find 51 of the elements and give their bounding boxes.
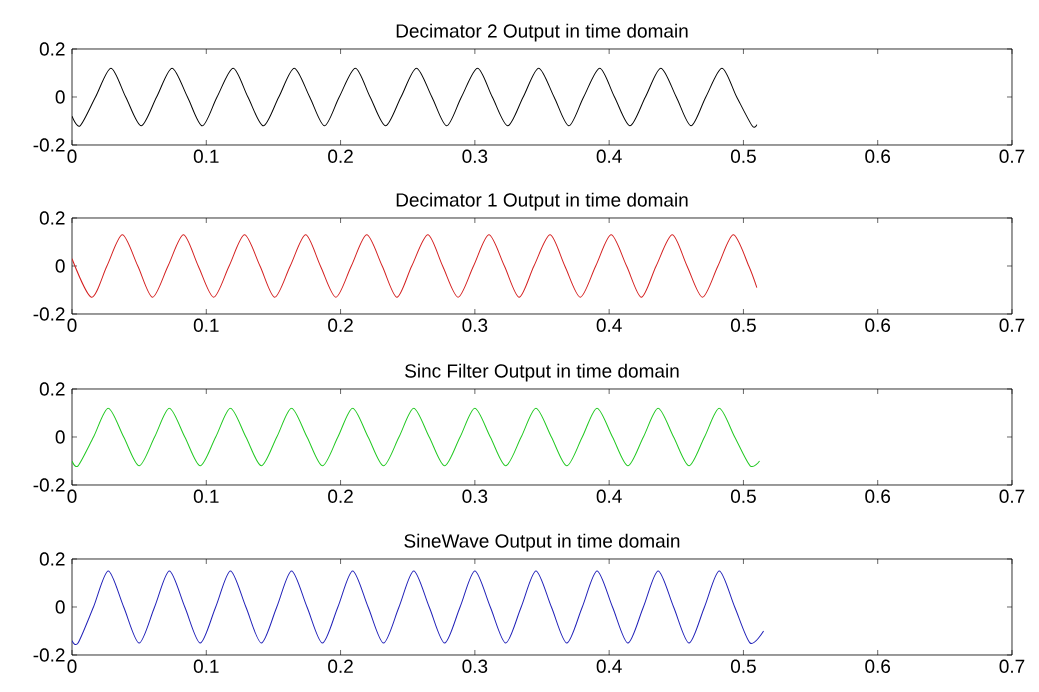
x-tick-label: 0.1 — [193, 489, 219, 503]
y-tick-label: 0.2 — [39, 552, 65, 566]
x-tick-label: 0.7 — [999, 659, 1025, 673]
x-tick-label: 0.4 — [596, 659, 622, 673]
y-tick-label: 0 — [55, 430, 65, 444]
y-tick-label: 0 — [55, 600, 65, 614]
x-tick-label: 0.7 — [999, 318, 1025, 332]
x-tick-label: 0.6 — [865, 318, 891, 332]
x-tick-label: 0 — [67, 318, 77, 332]
chart-title: SineWave Output in time domain — [404, 533, 680, 552]
x-tick-label: 0.3 — [462, 149, 488, 163]
x-tick-label: 0.5 — [730, 149, 756, 163]
x-tick-label: 0.4 — [596, 149, 622, 163]
chart-title: Decimator 2 Output in time domain — [396, 23, 688, 42]
line-series — [72, 407, 761, 467]
y-tick-label: -0.2 — [33, 478, 65, 492]
y-tick-label: 0.2 — [39, 42, 65, 56]
x-tick-label: 0.5 — [730, 489, 756, 503]
x-tick-label: 0.6 — [865, 659, 891, 673]
line-series — [72, 234, 758, 298]
x-tick-label: 0 — [67, 489, 77, 503]
line-series — [72, 570, 765, 644]
x-tick-label: 0.1 — [193, 659, 219, 673]
y-tick-label: 0.2 — [39, 211, 65, 225]
y-tick-label: -0.2 — [33, 138, 65, 152]
y-tick-label: 0 — [55, 259, 65, 273]
x-tick-label: 0.2 — [328, 318, 353, 332]
x-tick-label: 0.2 — [328, 489, 353, 503]
chart-title: Decimator 1 Output in time domain — [396, 192, 688, 211]
x-tick-label: 0.7 — [999, 489, 1025, 503]
x-tick-label: 0.7 — [999, 149, 1025, 163]
x-tick-label: 0.4 — [596, 489, 622, 503]
y-tick-label: 0.2 — [39, 382, 65, 396]
chart-title: Sinc Filter Output in time domain — [405, 363, 679, 382]
x-tick-label: 0.2 — [328, 149, 353, 163]
x-tick-label: 0 — [67, 659, 77, 673]
x-tick-label: 0 — [67, 149, 77, 163]
y-tick-label: -0.2 — [33, 307, 65, 321]
x-tick-label: 0.5 — [730, 659, 756, 673]
x-tick-label: 0.3 — [462, 659, 488, 673]
x-tick-label: 0.6 — [865, 149, 891, 163]
x-tick-label: 0.4 — [596, 318, 622, 332]
x-tick-label: 0.3 — [462, 318, 488, 332]
x-tick-label: 0.6 — [865, 489, 891, 503]
y-tick-label: 0 — [55, 90, 65, 104]
x-tick-label: 0.5 — [730, 318, 756, 332]
y-tick-label: -0.2 — [33, 648, 65, 662]
x-tick-label: 0.1 — [193, 318, 219, 332]
x-tick-label: 0.2 — [328, 659, 353, 673]
x-tick-label: 0.3 — [462, 489, 488, 503]
x-tick-label: 0.1 — [193, 149, 219, 163]
